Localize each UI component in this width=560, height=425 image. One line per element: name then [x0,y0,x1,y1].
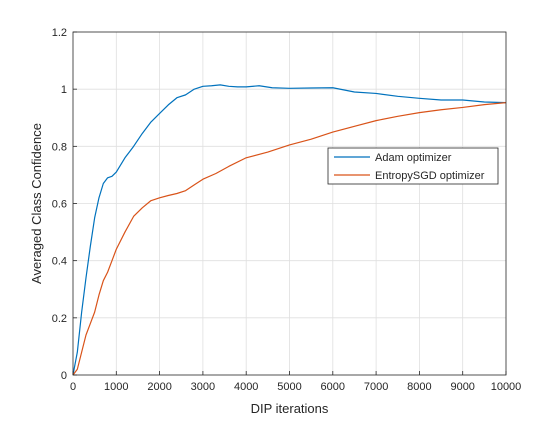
y-tick-label: 0.8 [52,141,67,153]
y-tick-label: 1 [61,84,67,96]
y-tick-label: 0.4 [52,256,67,268]
x-tick-label: 3000 [191,381,215,393]
y-tick-label: 1.2 [52,27,67,39]
axis-ticks: 0 1000 2000 3000 4000 5000 6000 7000 8000 9000 100… [52,27,522,393]
legend-label-adam: Adam optimizer [375,152,452,164]
legend-label-entropysgd: EntropySGD optimizer [375,170,485,182]
legend: Adam optimizer EntropySGD optimizer [327,147,499,185]
x-tick-label: 7000 [364,381,388,393]
x-tick-label: 4000 [234,381,258,393]
y-tick-label: 0.6 [52,199,67,211]
x-axis-label: DIP iterations [251,401,329,416]
x-tick-label: 10000 [491,381,522,393]
series-line-adam [72,84,507,376]
x-tick-label: 0 [70,381,76,393]
grid-lines [73,32,506,375]
x-tick-label: 5000 [277,381,301,393]
x-tick-label: 8000 [407,381,431,393]
x-tick-label: 6000 [321,381,345,393]
legend-box [327,147,499,185]
series-lines [72,84,507,376]
x-tick-label: 1000 [104,381,128,393]
x-tick-label: 9000 [450,381,474,393]
y-axis-label: Averaged Class Confidence [29,123,44,284]
y-tick-label: 0.2 [52,313,67,325]
series-line-entropysgd [72,102,507,376]
y-tick-label: 0 [61,370,67,382]
x-tick-label: 2000 [147,381,171,393]
